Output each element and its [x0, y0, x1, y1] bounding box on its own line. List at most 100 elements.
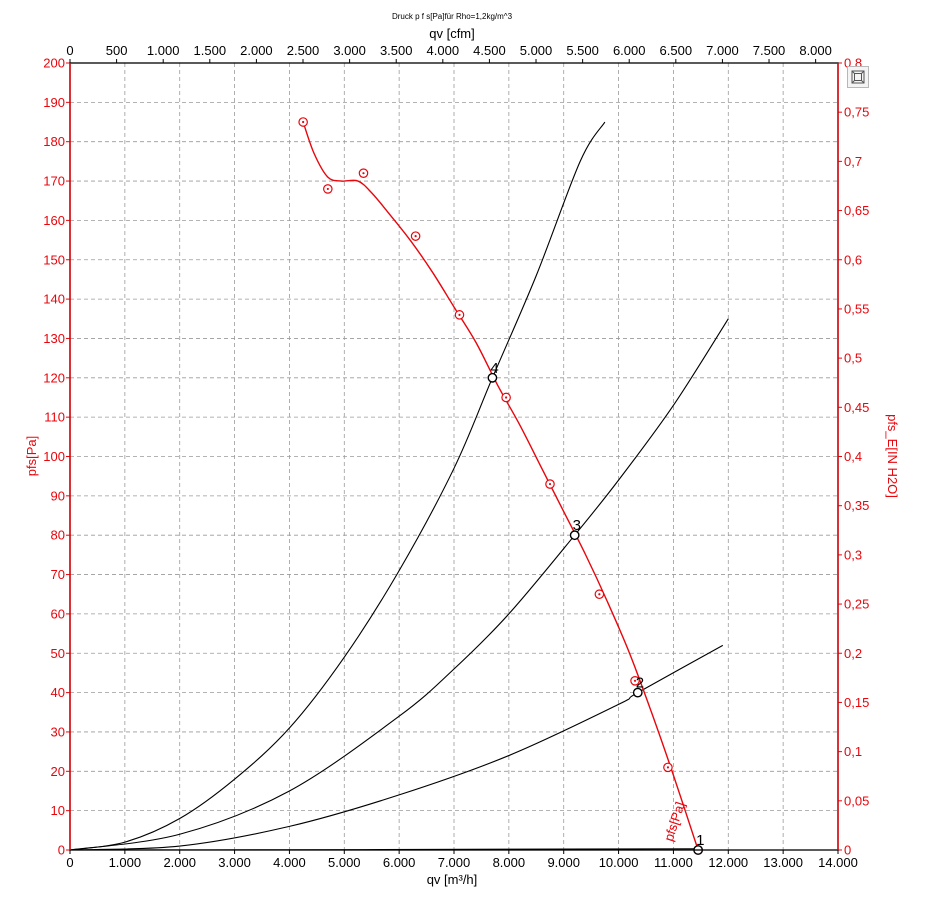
- y-tick-label: 30: [51, 724, 65, 739]
- x2-tick-label: 500: [106, 43, 128, 58]
- y-tick-label: 160: [43, 213, 65, 228]
- fan-curve-line: [302, 121, 699, 851]
- y2-tick-label: 0,65: [844, 203, 869, 218]
- x-tick-label: 7.000: [438, 855, 471, 870]
- y2-tick-label: 0,6: [844, 252, 862, 267]
- y2-tick-label: 0,55: [844, 301, 869, 316]
- x-tick-label: 5.000: [328, 855, 361, 870]
- y2-tick-label: 0,3: [844, 547, 862, 562]
- x2-tick-label: 0: [66, 43, 73, 58]
- fan-curve-point-dot: [414, 235, 417, 238]
- ticks: 0 1.000 2.000 3.000 4.000 5.000 6.000 7.000 8.00…: [43, 43, 869, 870]
- x-tick-label: 12.000: [708, 855, 748, 870]
- x-tick-label: 14.000: [818, 855, 858, 870]
- chart-title: Druck p f s[Pa]für Rho=1,2kg/m^3: [392, 12, 513, 21]
- y2-tick-label: 0,2: [844, 646, 862, 661]
- y-tick-label: 120: [43, 370, 65, 385]
- y2-tick-label: 0,5: [844, 351, 862, 366]
- y2-tick-label: 0,7: [844, 154, 862, 169]
- y-tick-label: 100: [43, 449, 65, 464]
- fan-curve-point-dot: [302, 120, 305, 124]
- y-tick-label: 180: [43, 134, 65, 149]
- y2-tick-label: 0,15: [844, 695, 869, 710]
- y-tick-label: 170: [43, 174, 65, 189]
- x2-tick-label: 6.500: [660, 43, 693, 58]
- x2-tick-label: 7.500: [753, 43, 786, 58]
- x2-tick-label: 4.500: [473, 43, 506, 58]
- y2-axis-title: pfs_E[IN H2O]: [885, 414, 900, 498]
- x2-tick-label: 2.000: [240, 43, 273, 58]
- fan-curve-point-dot: [505, 396, 508, 399]
- y-tick-label: 150: [43, 252, 65, 267]
- y2-tick-label: 0,35: [844, 498, 869, 513]
- y-tick-label: 90: [51, 488, 65, 503]
- y2-tick-label: 0,25: [844, 597, 869, 612]
- y-tick-label: 80: [51, 528, 65, 543]
- y2-tick-label: 0,75: [844, 105, 869, 120]
- x2-tick-label: 5.000: [520, 43, 553, 58]
- y2-tick-label: 0: [844, 843, 851, 858]
- fan-curve-label: pfs[Pa]: [661, 800, 688, 843]
- fan-curve-point-dot: [598, 593, 601, 596]
- x-tick-label: 6.000: [383, 855, 416, 870]
- y-tick-label: 0: [58, 843, 65, 858]
- y-axis-title: pfs[Pa]: [24, 436, 39, 476]
- x2-tick-label: 4.000: [427, 43, 460, 58]
- y-tick-label: 10: [51, 803, 65, 818]
- y-tick-label: 130: [43, 331, 65, 346]
- y-tick-label: 20: [51, 764, 65, 779]
- y-tick-label: 110: [44, 410, 65, 425]
- y2-tick-label: 0,1: [844, 744, 862, 759]
- y-tick-label: 60: [51, 606, 65, 621]
- x-tick-label: 13.000: [763, 855, 803, 870]
- system-curve: [69, 644, 724, 851]
- y-tick-label: 50: [51, 646, 65, 661]
- x2-tick-label: 5.500: [566, 43, 599, 58]
- grid: [70, 63, 838, 850]
- system-curve: [69, 121, 606, 851]
- y2-tick-label: 0,05: [844, 793, 869, 808]
- system-curve: [69, 318, 729, 851]
- y-tick-label: 200: [43, 56, 65, 71]
- operating-point: [569, 530, 580, 541]
- zoom-icon[interactable]: [847, 66, 869, 88]
- x-tick-label: 1.000: [109, 855, 142, 870]
- x-tick-label: 11.000: [654, 855, 693, 870]
- x-axis-title: qv [m³/h]: [427, 872, 478, 887]
- operating-point-label: 1: [696, 832, 704, 849]
- operating-point-label: 3: [573, 517, 581, 534]
- x2-tick-label: 1.500: [194, 43, 227, 58]
- x2-tick-label: 7.000: [706, 43, 739, 58]
- fan-curve-point-dot: [666, 766, 670, 769]
- y-tick-label: 40: [51, 685, 65, 700]
- x2-tick-label: 8.000: [799, 43, 832, 58]
- x2-tick-label: 3.000: [333, 43, 366, 58]
- fan-curve-point-dot: [633, 679, 637, 682]
- x-tick-label: 3.000: [218, 855, 251, 870]
- x2-tick-label: 6.000: [613, 43, 646, 58]
- x-tick-label: 4.000: [273, 855, 306, 870]
- x-tick-label: 0: [66, 855, 73, 870]
- fan-curve-point-dot: [362, 172, 365, 175]
- y-tick-label: 70: [51, 567, 65, 582]
- operating-point-label: 2: [636, 675, 644, 692]
- y2-tick-label: 0,45: [844, 400, 869, 415]
- x2-axis-title: qv [cfm]: [429, 26, 475, 41]
- y2-tick-label: 0,4: [844, 449, 862, 464]
- x2-tick-label: 1.000: [147, 43, 180, 58]
- x-tick-label: 8.000: [493, 855, 526, 870]
- x2-tick-label: 2.500: [287, 43, 320, 58]
- operating-point: [632, 687, 643, 698]
- y-tick-label: 190: [43, 95, 65, 110]
- operating-point-label: 4: [490, 360, 498, 377]
- fan-curve-point-dot: [458, 313, 461, 316]
- x-tick-label: 2.000: [163, 855, 196, 870]
- fan-curve-point-dot: [548, 482, 552, 486]
- x-tick-label: 9.000: [547, 855, 580, 870]
- x-tick-label: 10.000: [599, 855, 639, 870]
- y-tick-label: 140: [43, 292, 65, 307]
- x2-tick-label: 3.500: [380, 43, 413, 58]
- fan-curve-point-dot: [326, 187, 329, 191]
- operating-point: [487, 372, 498, 383]
